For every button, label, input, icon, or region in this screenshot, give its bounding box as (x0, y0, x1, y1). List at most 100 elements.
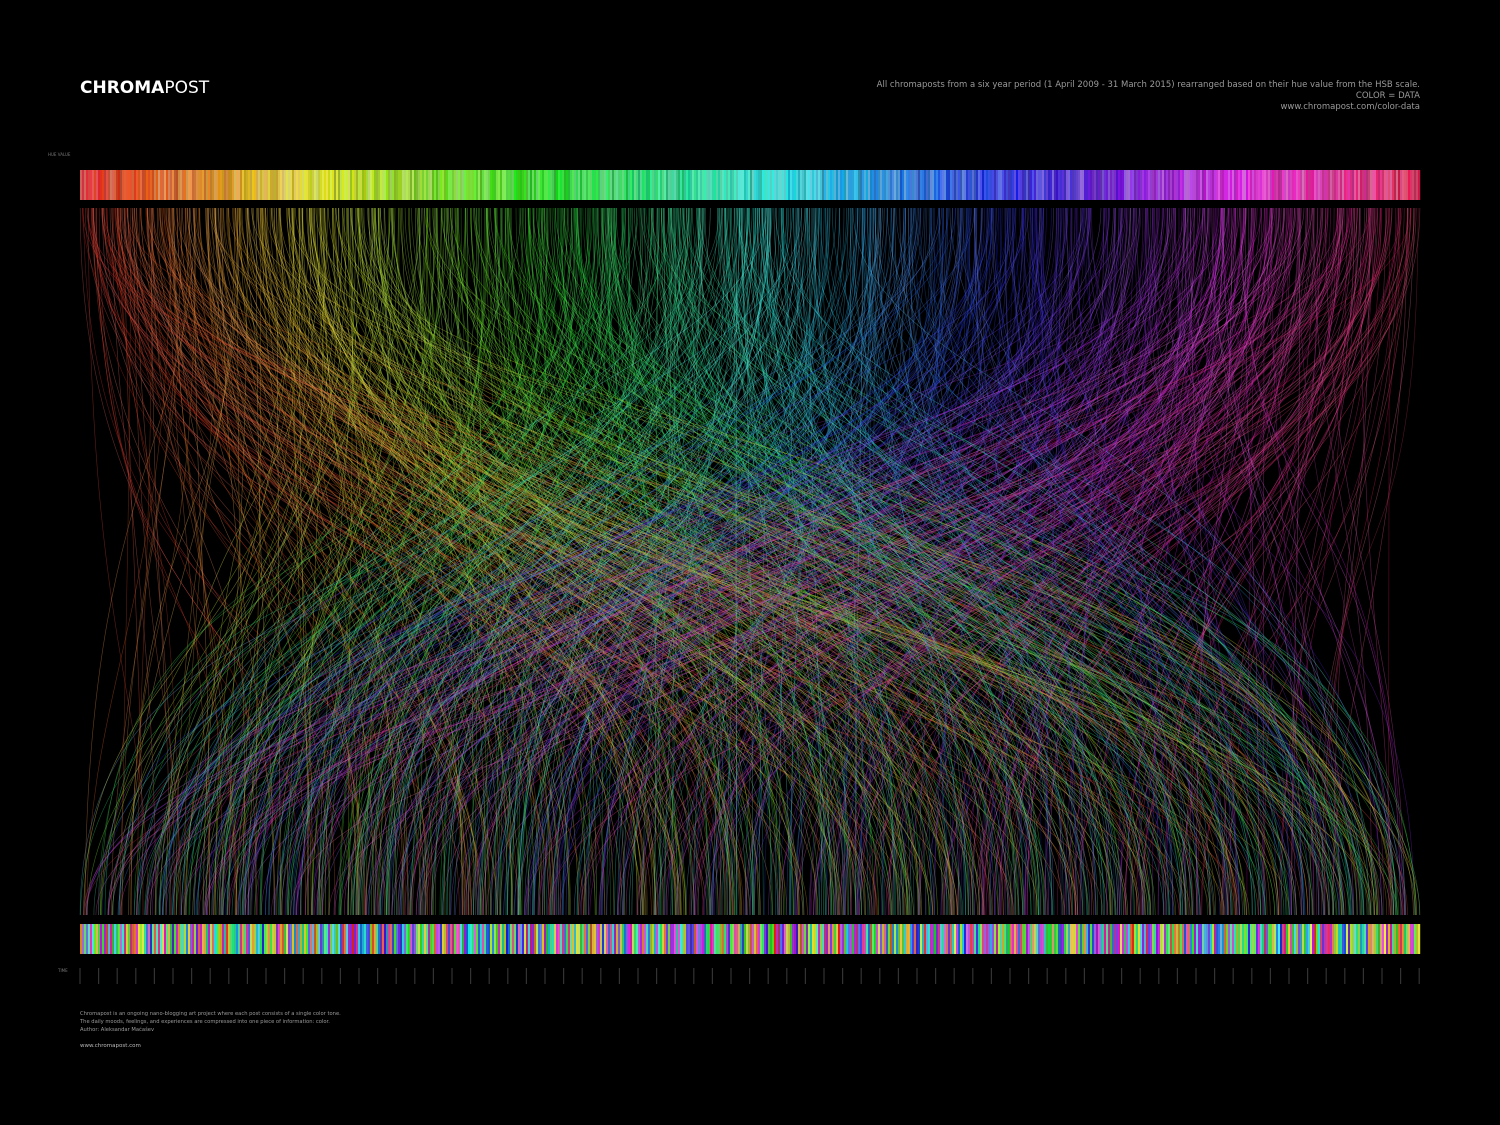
thread (844, 207, 1344, 916)
thread (1239, 207, 1382, 916)
hue-stripe (1354, 170, 1357, 200)
hue-stripe (622, 170, 625, 200)
hue-stripe (348, 170, 351, 200)
hue-stripe (298, 170, 301, 200)
thread (431, 207, 1223, 916)
thread (503, 207, 959, 916)
thread (533, 207, 777, 916)
time-stripe (276, 924, 279, 954)
time-stripe (1052, 924, 1055, 954)
thread (293, 207, 1185, 916)
hue-stripe (582, 170, 585, 200)
time-stripe (976, 924, 979, 954)
thread (633, 207, 1266, 916)
thread (757, 207, 915, 916)
footer-line: Author: Aleksandar Maćašev (80, 1026, 154, 1033)
hue-stripe (888, 170, 891, 200)
thread (432, 207, 759, 916)
hue-stripe (548, 170, 551, 200)
thread (411, 207, 568, 916)
thread (588, 207, 625, 916)
hue-stripe (112, 170, 115, 200)
time-stripe (928, 924, 931, 954)
thread (860, 207, 1283, 916)
time-stripe (148, 924, 151, 954)
thread (1077, 207, 1169, 916)
thread (518, 207, 1164, 916)
thread (677, 207, 1349, 916)
hue-stripe (1346, 170, 1349, 200)
hue-stripe (406, 170, 409, 200)
hue-stripe (526, 170, 529, 200)
thread (565, 207, 1016, 916)
thread (812, 207, 1070, 916)
hue-stripe (354, 170, 357, 200)
thread (126, 207, 1308, 916)
hue-stripe (754, 170, 757, 200)
time-stripe (1394, 924, 1397, 954)
thread (163, 207, 1361, 916)
thread (714, 207, 1033, 916)
thread (574, 207, 820, 916)
thread (600, 207, 1128, 916)
hue-stripe (1000, 170, 1003, 200)
thread (1036, 207, 1340, 916)
thread (265, 207, 759, 916)
time-stripe (476, 924, 479, 954)
thread (499, 207, 1342, 916)
thread (670, 207, 984, 916)
thread (1124, 207, 1299, 916)
time-stripe (340, 924, 343, 954)
hue-stripe (246, 170, 249, 200)
thread (671, 207, 1023, 916)
time-stripe (290, 924, 293, 954)
hue-stripe (982, 170, 985, 200)
thread (575, 207, 1102, 916)
hue-stripe (978, 170, 981, 200)
time-stripe (1058, 924, 1061, 954)
hue-stripe (668, 170, 671, 200)
thread (391, 207, 1391, 916)
hue-stripe (1184, 170, 1187, 200)
thread (171, 207, 913, 916)
time-stripe (1184, 924, 1187, 954)
thread (521, 207, 576, 916)
time-stripe (1162, 924, 1165, 954)
thread (507, 207, 741, 916)
thread (409, 207, 857, 916)
thread (82, 207, 1405, 916)
thread (886, 207, 1352, 916)
time-stripe (1274, 924, 1277, 954)
thread (682, 207, 1253, 916)
thread (229, 207, 1350, 916)
time-stripe (524, 924, 527, 954)
thread (532, 207, 825, 916)
time-stripe (464, 924, 467, 954)
thread (419, 207, 454, 916)
time-stripe (678, 924, 681, 954)
time-stripe (282, 924, 285, 954)
thread (1066, 207, 1354, 916)
time-stripe (94, 924, 97, 954)
hue-stripe (212, 170, 215, 200)
time-stripe (1098, 924, 1101, 954)
thread (1318, 207, 1419, 916)
hue-stripe (1328, 170, 1331, 200)
thread (273, 207, 1142, 916)
time-stripe (1228, 924, 1231, 954)
time-stripe (1238, 924, 1241, 954)
thread (154, 207, 422, 916)
thread (545, 207, 818, 916)
thread (446, 207, 773, 916)
hue-stripe (140, 170, 143, 200)
hue-stripe (1016, 170, 1019, 200)
time-stripe (622, 924, 625, 954)
thread (465, 207, 1078, 916)
thread (970, 207, 1372, 916)
thread (146, 207, 578, 916)
time-stripe (594, 924, 597, 954)
hue-stripe (1202, 170, 1205, 200)
thread (133, 207, 182, 916)
thread (172, 207, 698, 916)
thread (1123, 207, 1355, 916)
